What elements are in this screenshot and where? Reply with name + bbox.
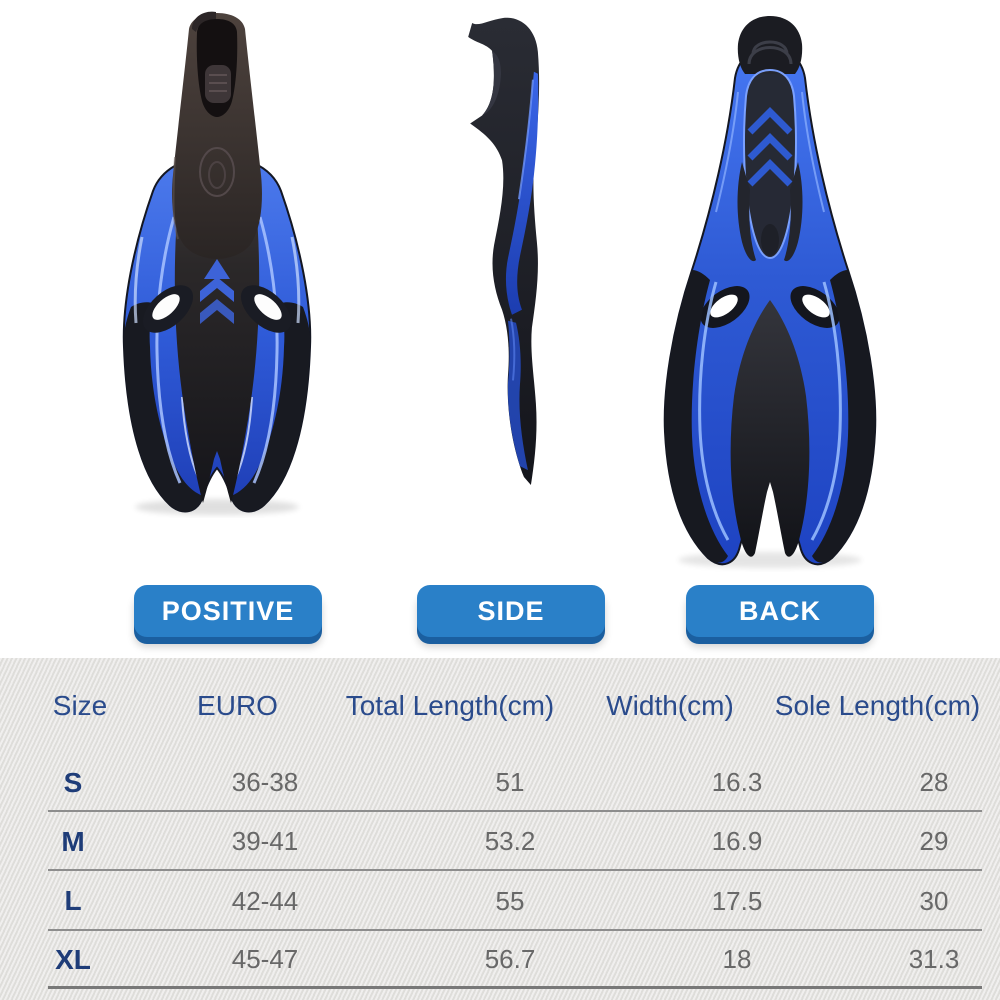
table-row-size-s: S 36-38 51 16.3 28 bbox=[48, 755, 982, 812]
cell-total-length: 53.2 bbox=[484, 826, 536, 856]
fin-front-view-illustration bbox=[122, 11, 312, 515]
column-header-size: Size bbox=[52, 690, 108, 721]
cell-euro: 39-41 bbox=[231, 826, 299, 856]
cell-total-length: 51 bbox=[495, 767, 525, 797]
cell-total-length: 55 bbox=[495, 885, 525, 916]
cell-width: 18 bbox=[722, 944, 752, 974]
product-views-section: POSITIVE SIDE BACK bbox=[112, 6, 890, 637]
view-button-side[interactable]: SIDE bbox=[417, 585, 605, 637]
table-row-size-xl: XL 45-47 56.7 18 31.3 bbox=[48, 933, 982, 989]
cell-size: M bbox=[61, 825, 85, 857]
cell-size: XL bbox=[55, 943, 91, 975]
fin-back-view-image bbox=[650, 12, 890, 572]
cell-size: S bbox=[63, 766, 83, 798]
column-header-width: Width(cm) bbox=[606, 690, 734, 721]
fin-side-view-illustration bbox=[468, 17, 540, 486]
size-chart-header-row: Size EURO Total Length(cm) Width(cm) Sol… bbox=[0, 690, 1000, 722]
cell-total-length: 56.7 bbox=[484, 944, 536, 974]
column-header-euro: EURO bbox=[197, 690, 278, 721]
cell-euro: 42-44 bbox=[231, 885, 299, 916]
size-chart-panel: Size EURO Total Length(cm) Width(cm) Sol… bbox=[0, 658, 1000, 1000]
cell-width: 17.5 bbox=[711, 885, 763, 916]
view-button-back[interactable]: BACK bbox=[686, 585, 874, 637]
fin-side-view-image bbox=[445, 10, 575, 488]
view-button-positive[interactable]: POSITIVE bbox=[134, 585, 322, 637]
cell-width: 16.3 bbox=[711, 767, 763, 797]
table-row-size-m: M 39-41 53.2 16.9 29 bbox=[48, 814, 982, 871]
cell-euro: 45-47 bbox=[231, 944, 299, 974]
column-header-total-length: Total Length(cm) bbox=[345, 690, 555, 721]
fin-front-view-image bbox=[112, 6, 322, 518]
cell-sole-length: 30 bbox=[919, 885, 949, 916]
cell-sole-length: 31.3 bbox=[908, 944, 960, 974]
cell-size: L bbox=[64, 885, 82, 916]
cell-width: 16.9 bbox=[711, 826, 763, 856]
column-header-sole-length: Sole Length(cm) bbox=[774, 690, 981, 721]
cell-sole-length: 29 bbox=[919, 826, 949, 856]
cell-sole-length: 28 bbox=[919, 767, 949, 797]
fin-back-view-illustration bbox=[663, 16, 877, 568]
cell-euro: 36-38 bbox=[231, 767, 299, 797]
table-row-size-l: L 42-44 55 17.5 30 bbox=[48, 873, 982, 931]
